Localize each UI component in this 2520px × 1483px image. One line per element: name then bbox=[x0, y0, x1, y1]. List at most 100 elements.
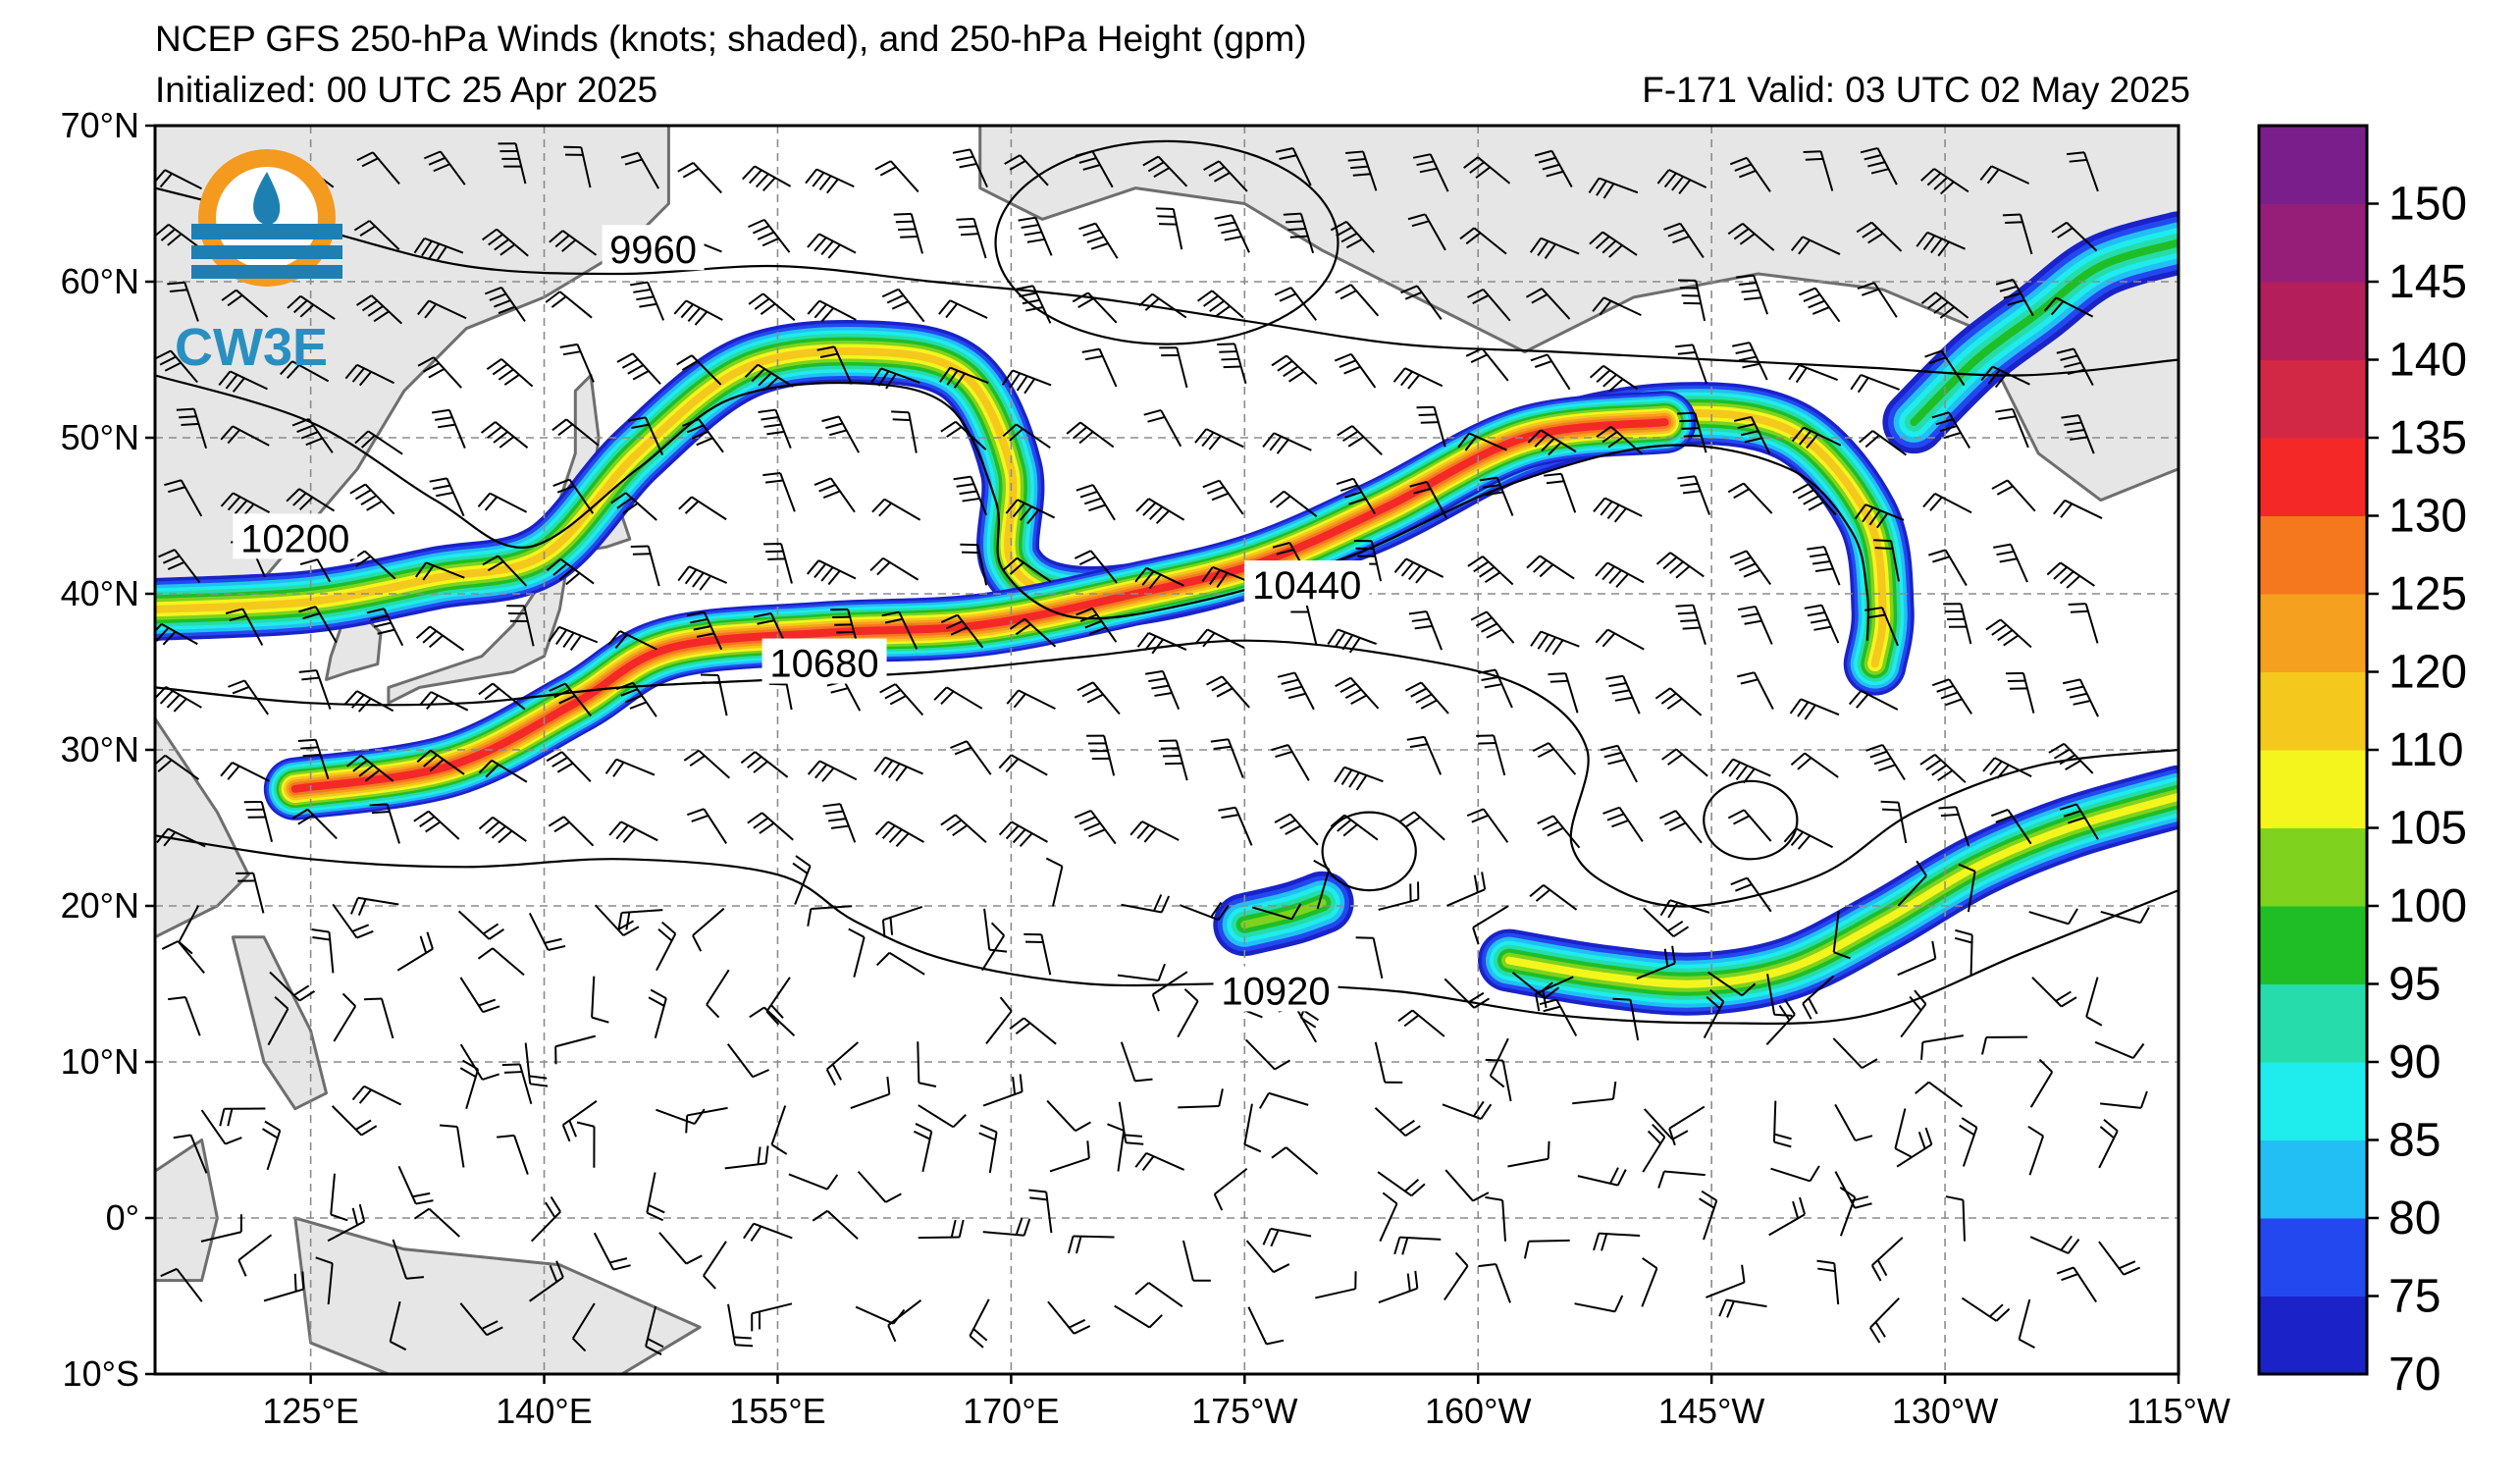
wind-barb bbox=[724, 1145, 769, 1170]
wind-barb bbox=[1897, 860, 1927, 907]
wind-barb bbox=[552, 478, 595, 514]
wind-barb bbox=[1864, 607, 1899, 647]
wind-barb bbox=[156, 827, 206, 848]
wind-barb bbox=[200, 1214, 242, 1243]
wind-barb bbox=[1593, 497, 1643, 523]
wind-barb bbox=[1527, 429, 1577, 456]
wind-barb bbox=[887, 1299, 922, 1343]
wind-barb bbox=[1612, 997, 1640, 1041]
wind-barb bbox=[956, 217, 987, 259]
logo-text: CW3E bbox=[175, 318, 328, 377]
wind-barb bbox=[1915, 1081, 1963, 1108]
wind-barb bbox=[1663, 222, 1705, 259]
wind-barb bbox=[333, 992, 357, 1042]
wind-barb bbox=[646, 1172, 665, 1222]
wind-barb bbox=[960, 543, 988, 586]
wind-barb bbox=[891, 410, 918, 453]
wind-barb bbox=[524, 1042, 549, 1087]
wind-barb bbox=[1656, 169, 1707, 194]
wind-barb bbox=[881, 610, 919, 650]
wind-barb bbox=[1006, 689, 1056, 711]
wind-barb bbox=[1217, 343, 1247, 385]
wind-barb bbox=[1993, 543, 2028, 583]
wind-barb bbox=[985, 996, 1013, 1044]
wind-barb bbox=[1605, 674, 1641, 715]
wind-barb bbox=[1657, 1170, 1706, 1189]
wind-barb bbox=[1678, 279, 1706, 322]
wind-barb bbox=[1142, 155, 1188, 187]
wind-barb bbox=[1444, 1169, 1490, 1202]
wind-barb bbox=[1271, 1146, 1319, 1175]
wind-barb bbox=[593, 1232, 631, 1271]
wind-barb bbox=[1247, 1306, 1285, 1346]
wind-barb bbox=[1196, 290, 1244, 319]
wind-barb bbox=[1374, 1041, 1403, 1084]
wind-barb bbox=[459, 1302, 503, 1337]
wind-barb bbox=[1894, 1108, 1912, 1158]
wind-barb bbox=[1803, 150, 1834, 191]
wind-barb bbox=[2068, 603, 2099, 644]
wind-barb bbox=[482, 228, 529, 257]
wind-barb bbox=[1790, 752, 1839, 778]
wind-barb bbox=[950, 740, 992, 775]
wind-barb bbox=[2028, 908, 2078, 926]
wind-barb bbox=[173, 1134, 208, 1174]
wind-barb bbox=[298, 606, 338, 644]
wind-barb bbox=[686, 610, 723, 651]
wind-barb bbox=[1081, 347, 1118, 388]
wind-barb bbox=[1641, 1257, 1658, 1307]
wind-barb bbox=[346, 754, 394, 782]
lon-tick-label: 170°E bbox=[963, 1391, 1059, 1431]
wind-barb bbox=[881, 288, 925, 323]
wind-barb bbox=[1158, 739, 1188, 781]
wind-barb bbox=[700, 673, 728, 716]
wind-barb bbox=[743, 1222, 793, 1243]
wind-barb bbox=[1180, 901, 1230, 922]
wind-barb bbox=[549, 230, 598, 256]
wind-barb bbox=[1330, 220, 1375, 253]
wind-barb bbox=[648, 988, 667, 1038]
wind-barb bbox=[1958, 863, 1976, 913]
wind-barb bbox=[1467, 288, 1511, 322]
wind-barb bbox=[1086, 734, 1116, 776]
wind-barb bbox=[354, 430, 403, 455]
wind-barb bbox=[1120, 1041, 1153, 1083]
wind-barb bbox=[938, 299, 988, 319]
wind-barb bbox=[418, 691, 469, 712]
wind-barb bbox=[1990, 808, 2032, 845]
wind-barb bbox=[1703, 988, 1725, 1039]
wind-barb bbox=[1577, 1167, 1627, 1187]
wind-barb bbox=[1018, 216, 1053, 256]
wind-barb bbox=[615, 681, 657, 717]
wind-barb bbox=[871, 498, 921, 521]
wind-barb bbox=[1485, 1195, 1507, 1242]
wind-barb bbox=[1856, 221, 1903, 252]
wind-barb bbox=[1028, 1189, 1053, 1234]
wind-barb bbox=[969, 1298, 990, 1349]
wind-barb bbox=[807, 905, 853, 927]
wind-barb bbox=[682, 418, 724, 453]
colorbar-swatch bbox=[2259, 750, 2367, 828]
wind-barb bbox=[620, 151, 659, 189]
wind-barb bbox=[1675, 344, 1708, 385]
wind-barb bbox=[167, 281, 199, 322]
wind-barb bbox=[1981, 1035, 2028, 1055]
wind-barb bbox=[1593, 1232, 1641, 1251]
wind-barb bbox=[561, 1099, 598, 1142]
wind-barb bbox=[2062, 678, 2099, 717]
wind-barb bbox=[1478, 668, 1513, 709]
wind-barb bbox=[1572, 1081, 1617, 1105]
wind-barb bbox=[1737, 671, 1774, 711]
lat-tick-label: 50°N bbox=[61, 417, 139, 457]
wind-barb bbox=[1271, 354, 1318, 385]
wind-barb bbox=[1655, 552, 1705, 579]
wind-barb bbox=[1995, 278, 2034, 317]
wind-barb bbox=[1262, 1227, 1312, 1247]
contour-label-text: 10200 bbox=[240, 517, 349, 560]
wind-barb bbox=[576, 1121, 596, 1168]
wind-barb bbox=[1277, 671, 1315, 711]
wind-barb bbox=[429, 477, 465, 517]
height-contour bbox=[155, 186, 2179, 377]
wind-barb bbox=[1658, 810, 1703, 844]
wind-barb bbox=[344, 363, 395, 387]
